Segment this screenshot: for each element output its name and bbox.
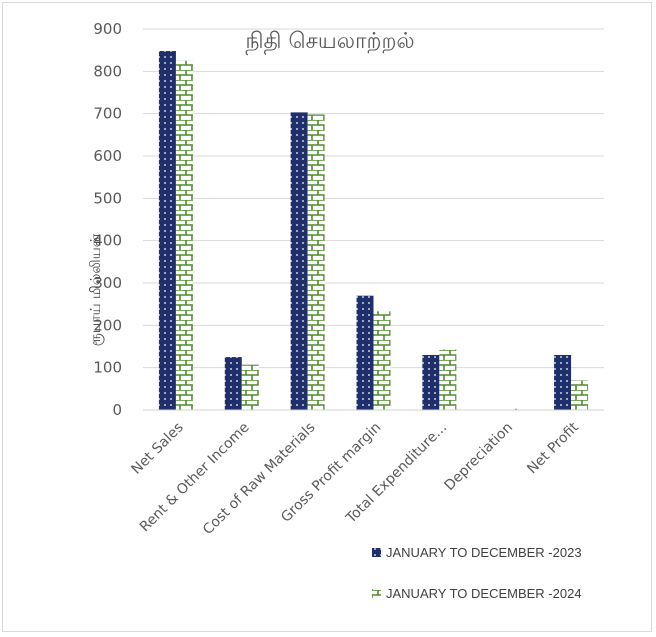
- y-tick-label: 400: [93, 232, 122, 250]
- x-tick-label: Cost of Raw Materials: [200, 420, 319, 539]
- y-tick-label: 200: [93, 316, 122, 334]
- bar-2023: [554, 354, 572, 410]
- x-tick-label: Net Profit: [524, 419, 582, 477]
- bar-2023: [356, 295, 374, 410]
- legend-label-2023: JANUARY TO DECEMBER -2023: [386, 545, 582, 560]
- y-tick-label: 900: [93, 20, 122, 38]
- bar-2024: [175, 60, 193, 410]
- legend-swatch-2024: [372, 589, 381, 598]
- legend-label-2024: JANUARY TO DECEMBER -2024: [386, 586, 582, 601]
- bar-2024: [307, 114, 325, 410]
- bars: [158, 51, 589, 410]
- y-tick-label: 600: [93, 147, 122, 165]
- chart-title: நிதி செயலாற்றல்: [245, 29, 414, 55]
- bar-2024: [241, 364, 259, 410]
- y-axis-ticks: 0 100 200 300 400 500 600 700 800 900: [93, 20, 122, 419]
- y-tick-label: 500: [93, 189, 122, 207]
- legend-swatch-2023: [372, 548, 381, 557]
- gridlines: [143, 28, 604, 369]
- y-tick-label: 300: [93, 274, 122, 292]
- bar-2023: [422, 354, 440, 410]
- bar-2024: [439, 349, 457, 410]
- y-tick-label: 0: [112, 401, 122, 419]
- bar-2023: [290, 112, 308, 410]
- legend: JANUARY TO DECEMBER -2023 JANUARY TO DEC…: [372, 545, 582, 601]
- bar-2023: [158, 51, 176, 410]
- x-tick-label: Net Sales: [129, 420, 187, 478]
- y-tick-label: 100: [93, 359, 122, 377]
- bar-2024: [571, 380, 589, 410]
- y-tick-label: 700: [93, 105, 122, 123]
- bar-2024: [373, 311, 391, 410]
- x-tick-label: Depreciation: [442, 420, 516, 494]
- chart-frame: [2, 2, 652, 632]
- bar-2024: [505, 408, 523, 410]
- bar-2023: [224, 357, 242, 410]
- y-axis-label: ரூபாய் மில்லியன்: [88, 233, 104, 346]
- x-tick-label: Rent & Other Income: [137, 420, 253, 536]
- y-tick-label: 800: [93, 62, 122, 80]
